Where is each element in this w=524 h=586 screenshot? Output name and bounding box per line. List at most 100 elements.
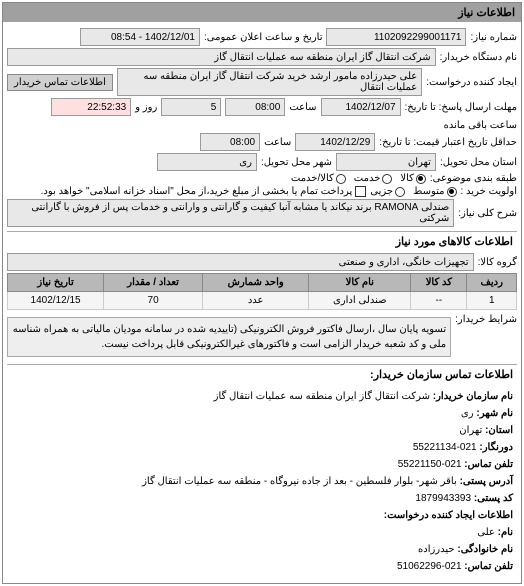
contact-person-lastname-value: حیدرزاده [418, 544, 455, 555]
time-remain-field: 22:52:33 [51, 98, 131, 116]
cell-date: 1402/12/15 [8, 292, 104, 310]
radio-khedmat-label: خدمت [354, 173, 381, 184]
final-price-label: حداقل تاریخ اعتبار قیمت: تا تاریخ: [379, 137, 517, 148]
contact-title: اطلاعات تماس سازمان خریدار: [7, 364, 517, 384]
contact-postcode-label: کد پستی: [474, 493, 513, 504]
row-delivery: استان محل تحویل: تهران شهر محل تحویل: ری [7, 153, 517, 171]
contact-org-value: شرکت انتقال گاز ایران منطقه سه عملیات ان… [214, 391, 430, 402]
col-unit: واحد شمارش [203, 274, 309, 292]
buyer-conditions-label: شرایط خریدار: [455, 314, 517, 325]
final-time-label: ساعت [264, 137, 291, 148]
row-priority: اولویت خرید : متوسط جزیی پرداخت تمام یا … [7, 186, 517, 197]
row-buyer-conditions: شرایط خریدار: تسویه پایان سال ،ارسال فاک… [7, 314, 517, 360]
contact-person-name-value: علی [477, 527, 495, 538]
response-date-field: 1402/12/07 [321, 98, 401, 116]
radio-minor[interactable]: جزیی [370, 186, 405, 197]
delivery-city-label: شهر محل تحویل: [261, 157, 332, 168]
contact-person-phone-label: تلفن تماس: [464, 561, 513, 572]
delivery-city-field: ری [157, 153, 257, 171]
days-remain-field: 5 [161, 98, 221, 116]
contact-person-name: نام: علی [11, 524, 513, 541]
cell-code: -- [411, 292, 467, 310]
requester-field: علی حیدرزاده مامور ارشد خرید شرکت انتقال… [117, 68, 422, 96]
radio-dot-icon [447, 187, 457, 197]
contact-postcode: کد پستی: 1879943393 [11, 490, 513, 507]
panel-body: شماره نیاز: 1102092299001171 تاریخ و ساع… [3, 22, 521, 583]
row-final-price: حداقل تاریخ اعتبار قیمت: تا تاریخ: 1402/… [7, 133, 517, 151]
row-need-key: شرح کلی نیاز: صندلی RAMONA برند نیکاند ی… [7, 199, 517, 227]
panel-title: اطلاعات نیاز [3, 3, 521, 22]
contact-city-label: نام شهر: [476, 408, 513, 419]
table-row[interactable]: 1 -- صندلی اداری عدد 70 1402/12/15 [8, 292, 517, 310]
row-goods-group: گروه کالا: تجهیزات خانگی، اداری و صنعتی [7, 253, 517, 271]
contact-province: استان: تهران [11, 422, 513, 439]
cell-row: 1 [467, 292, 517, 310]
contact-fax-label: دورنگار: [479, 442, 513, 453]
table-header-row: ردیف کد کالا نام کالا واحد شمارش تعداد /… [8, 274, 517, 292]
payment-note-check[interactable]: پرداخت تمام یا بخشی از مبلغ خرید،از محل … [41, 186, 367, 197]
radio-minor-label: جزیی [370, 186, 393, 197]
contact-org: نام سازمان خریدار: شرکت انتقال گاز ایران… [11, 388, 513, 405]
radio-dot-icon [395, 187, 405, 197]
contact-requester-title: اطلاعات ایجاد کننده درخواست: [11, 507, 513, 524]
row-request-number: شماره نیاز: 1102092299001171 تاریخ و ساع… [7, 28, 517, 46]
cell-qty: 70 [104, 292, 203, 310]
goods-table: ردیف کد کالا نام کالا واحد شمارش تعداد /… [7, 273, 517, 310]
response-deadline-label: مهلت ارسال پاسخ: تا تاریخ: [405, 102, 517, 113]
classification-radio-group: کالا خدمت کالا/خدمت [291, 173, 426, 184]
contact-requester-title-label: اطلاعات ایجاد کننده درخواست: [384, 510, 513, 521]
radio-kala-khedmat-label: کالا/خدمت [291, 173, 334, 184]
contact-phone: تلفن تماس: 021-55221150 [11, 456, 513, 473]
contact-address-label: آدرس پستی: [460, 476, 513, 487]
goods-group-field: تجهیزات خانگی، اداری و صنعتی [7, 253, 474, 271]
buyer-org-label: نام دستگاه خریدار: [440, 52, 517, 63]
contact-info-block: نام سازمان خریدار: شرکت انتقال گاز ایران… [7, 384, 517, 579]
col-code: کد کالا [411, 274, 467, 292]
col-name: نام کالا [309, 274, 411, 292]
cell-name: صندلی اداری [309, 292, 411, 310]
contact-person-name-label: نام: [498, 527, 513, 538]
need-key-label: شرح کلی نیاز: [458, 208, 517, 219]
col-qty: تعداد / مقدار [104, 274, 203, 292]
contact-postcode-value: 1879943393 [415, 493, 471, 504]
radio-dot-icon [416, 174, 426, 184]
time-remain-label: ساعت باقی مانده [444, 120, 517, 131]
request-number-label: شماره نیاز: [470, 32, 517, 43]
contact-phone-value: 021-55221150 [398, 459, 462, 470]
priority-label: اولویت خرید : [461, 186, 518, 197]
request-number-field: 1102092299001171 [326, 28, 466, 46]
classification-label: طبقه بندی موضوعی: [430, 173, 517, 184]
radio-kala[interactable]: کالا [400, 173, 426, 184]
radio-dot-icon [336, 174, 346, 184]
contact-address: آدرس پستی: باقر شهر- بلوار فلسطین - بعد … [11, 473, 513, 490]
buyer-org-field: شرکت انتقال گاز ایران منطقه سه عملیات ان… [7, 48, 436, 66]
contact-province-value: تهران [459, 425, 482, 436]
contact-fax: دورنگار: 021-55221134 [11, 439, 513, 456]
row-classification: طبقه بندی موضوعی: کالا خدمت کالا/خدمت [7, 173, 517, 184]
announce-datetime-field: 1402/12/01 - 08:54 [80, 28, 200, 46]
contact-org-label: نام سازمان خریدار: [433, 391, 513, 402]
buyer-info-button[interactable]: اطلاعات تماس خریدار [7, 74, 113, 91]
contact-person-lastname: نام خانوادگی: حیدرزاده [11, 541, 513, 558]
priority-radio-group: متوسط جزیی [370, 186, 456, 197]
radio-medium-label: متوسط [413, 186, 444, 197]
contact-fax-value: 021-55221134 [413, 442, 477, 453]
need-key-field: صندلی RAMONA برند نیکاند یا مشابه آنبا ک… [7, 199, 454, 227]
radio-medium[interactable]: متوسط [413, 186, 456, 197]
row-response-deadline: مهلت ارسال پاسخ: تا تاریخ: 1402/12/07 سا… [7, 98, 517, 131]
final-date-field: 1402/12/29 [295, 133, 375, 151]
radio-dot-icon [382, 174, 392, 184]
radio-kala-khedmat[interactable]: کالا/خدمت [291, 173, 346, 184]
contact-city: نام شهر: ری [11, 405, 513, 422]
checkbox-icon [355, 186, 366, 197]
contact-city-value: ری [461, 408, 474, 419]
radio-khedmat[interactable]: خدمت [354, 173, 393, 184]
contact-person-phone: تلفن تماس: 021-51062296 [11, 558, 513, 575]
announce-datetime-label: تاریخ و ساعت اعلان عمومی: [204, 32, 323, 43]
delivery-province-label: استان محل تحویل: [440, 157, 517, 168]
response-time-field: 08:00 [225, 98, 285, 116]
col-row: ردیف [467, 274, 517, 292]
col-date: تاریخ نیاز [8, 274, 104, 292]
row-requester: ایجاد کننده درخواست: علی حیدرزاده مامور … [7, 68, 517, 96]
payment-note-label: پرداخت تمام یا بخشی از مبلغ خرید،از محل … [41, 186, 353, 197]
